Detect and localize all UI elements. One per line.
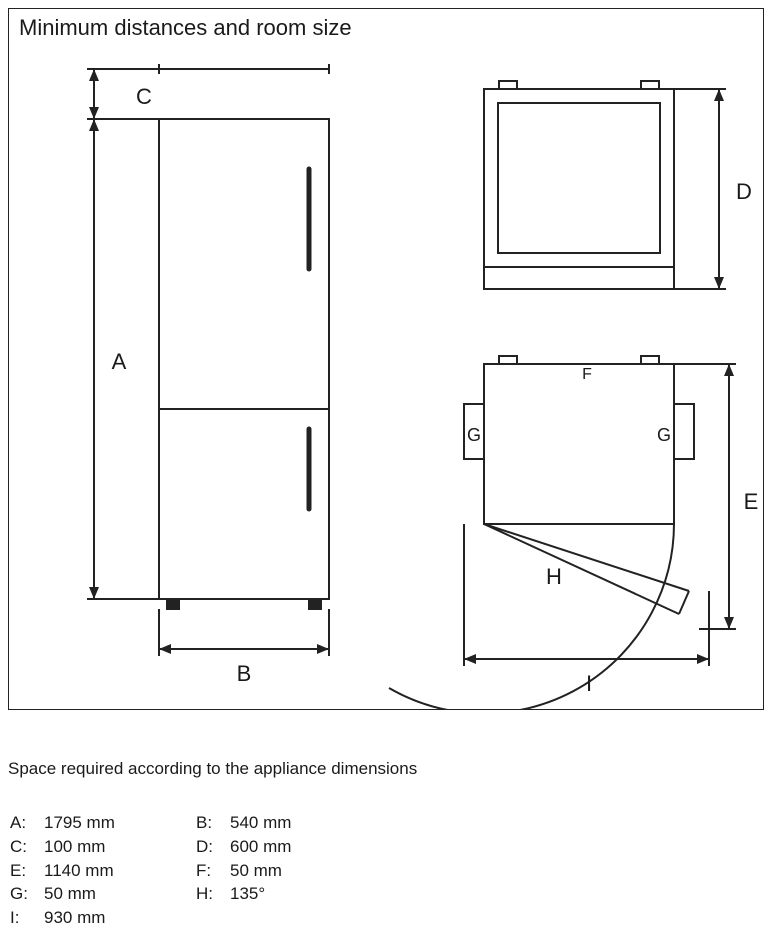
dim-val: 1140 mm xyxy=(44,860,158,882)
dim-key: I: xyxy=(10,907,42,929)
dim-key xyxy=(196,907,228,929)
plan-view xyxy=(389,356,694,709)
front-body xyxy=(159,119,329,599)
dim-val: 540 mm xyxy=(230,812,344,834)
dim-key: D: xyxy=(196,836,228,858)
diagram-svg: C A B D F G G E H I xyxy=(9,9,763,709)
dim-key: H: xyxy=(196,883,228,905)
label-G-right: G xyxy=(657,425,671,445)
dim-D xyxy=(674,89,726,289)
label-F: F xyxy=(582,366,592,383)
dim-val: 1795 mm xyxy=(44,812,158,834)
diagram-frame: Minimum distances and room size xyxy=(8,8,764,710)
dim-key: G: xyxy=(10,883,42,905)
label-I: I xyxy=(586,671,592,696)
label-E: E xyxy=(744,489,759,514)
label-B: B xyxy=(237,661,252,686)
diagram-title: Minimum distances and room size xyxy=(19,15,352,41)
label-D: D xyxy=(736,179,752,204)
dim-B xyxy=(159,609,329,656)
door-arc xyxy=(389,524,674,709)
dim-val: 50 mm xyxy=(230,860,344,882)
dim-key: F: xyxy=(196,860,228,882)
dim-val: 135° xyxy=(230,883,344,905)
label-C: C xyxy=(136,84,152,109)
dim-key: C: xyxy=(10,836,42,858)
label-H: H xyxy=(546,564,562,589)
dim-val: 50 mm xyxy=(44,883,158,905)
dim-val xyxy=(230,907,344,929)
dim-key: A: xyxy=(10,812,42,834)
dimensions-table: A:1795 mm B:540 mm C:100 mm D:600 mm E:1140 … xyxy=(8,810,346,931)
label-G-left: G xyxy=(467,425,481,445)
dim-key: E: xyxy=(10,860,42,882)
dim-val: 600 mm xyxy=(230,836,344,858)
dim-val: 930 mm xyxy=(44,907,158,929)
label-A: A xyxy=(112,349,127,374)
top-view xyxy=(484,81,674,289)
dim-key: B: xyxy=(196,812,228,834)
subtitle: Space required according to the applianc… xyxy=(8,758,417,779)
dim-val: 100 mm xyxy=(44,836,158,858)
